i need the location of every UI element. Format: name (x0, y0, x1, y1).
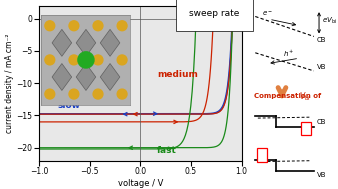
FancyBboxPatch shape (300, 122, 311, 135)
Text: $eV_{\rm bi}$: $eV_{\rm bi}$ (322, 16, 338, 26)
FancyBboxPatch shape (257, 148, 267, 162)
Text: CB: CB (316, 119, 326, 125)
Text: $h^+$: $h^+$ (283, 49, 294, 59)
Y-axis label: current density / mA cm⁻²: current density / mA cm⁻² (5, 33, 14, 133)
Text: sweep rate: sweep rate (189, 9, 240, 18)
Text: Compensation of: Compensation of (254, 93, 321, 99)
Text: CB: CB (316, 37, 326, 43)
Text: $e^-$: $e^-$ (262, 9, 273, 18)
Text: fast: fast (156, 146, 176, 155)
Text: VB: VB (316, 64, 326, 70)
X-axis label: voltage / V: voltage / V (118, 179, 163, 188)
Text: slow: slow (57, 101, 80, 110)
Text: VB: VB (316, 172, 326, 178)
Text: $V_{\rm bi}$: $V_{\rm bi}$ (299, 90, 311, 103)
Text: medium: medium (158, 70, 198, 79)
Text: +: + (258, 149, 266, 159)
Text: −: − (301, 123, 310, 133)
